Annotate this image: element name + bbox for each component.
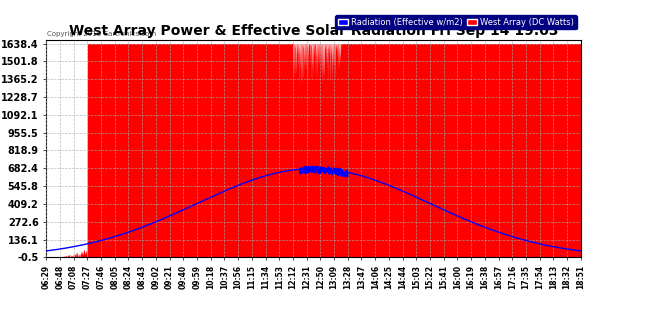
Text: Copyright 2018 Cartronics.com: Copyright 2018 Cartronics.com	[47, 31, 156, 37]
Legend: Radiation (Effective w/m2), West Array (DC Watts): Radiation (Effective w/m2), West Array (…	[335, 16, 577, 29]
Title: West Array Power & Effective Solar Radiation Fri Sep 14 19:03: West Array Power & Effective Solar Radia…	[69, 24, 558, 38]
